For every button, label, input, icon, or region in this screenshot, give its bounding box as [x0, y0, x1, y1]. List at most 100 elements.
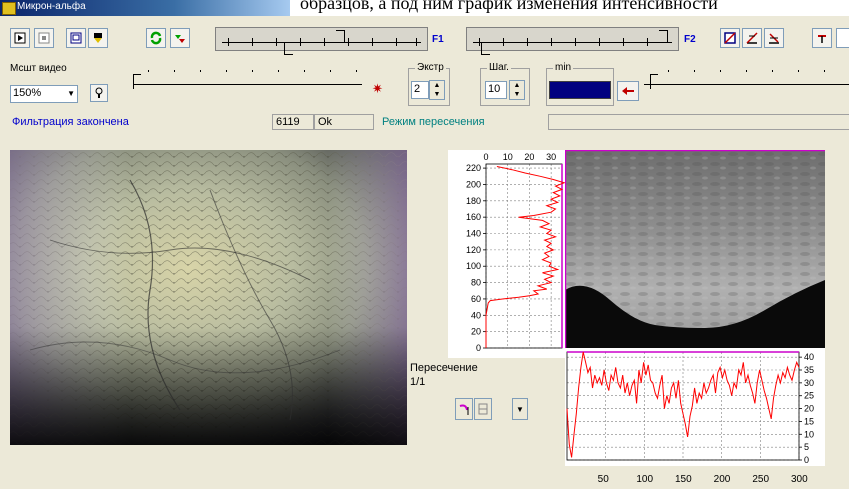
intersection-label: Пересечение — [410, 362, 478, 374]
play-icon — [14, 32, 26, 44]
vp-y-tick-label: 140 — [466, 229, 481, 239]
status-empty — [548, 114, 849, 130]
back-arrow-button[interactable] — [617, 81, 639, 101]
hp-x-tick-label: 100 — [636, 474, 654, 485]
stop-icon — [38, 32, 50, 44]
video-slider-thumb[interactable] — [133, 74, 141, 89]
hp-x-tick-label: 250 — [752, 474, 770, 485]
vp-y-tick-label: 120 — [466, 245, 481, 255]
save-image-button[interactable] — [88, 28, 108, 48]
vp-x-tick-label: 10 — [503, 152, 513, 162]
hp-x-tick-label: 50 — [597, 474, 609, 485]
marker-tool-button[interactable] — [812, 28, 832, 48]
vp-y-tick-label: 20 — [471, 327, 481, 337]
video-slider[interactable] — [128, 64, 368, 104]
f2-button[interactable]: F2 — [684, 34, 696, 45]
slider-f2[interactable] — [466, 27, 679, 55]
controls-panel: Мсшт видео 150% ▼ ✷ Экстр 2 ▲ ▼ Шаг. 10 ▲… — [0, 60, 849, 112]
horizontal-profile-grid — [567, 352, 800, 461]
vp-x-tick-label: 20 — [524, 152, 534, 162]
horizontal-profile-series — [566, 351, 800, 458]
vp-y-tick-label: 160 — [466, 212, 481, 222]
hp-y-tick-label: 10 — [804, 429, 814, 439]
scale-select[interactable]: 150% ▼ — [10, 85, 78, 103]
scale-value: 150% — [13, 87, 42, 99]
frame-button[interactable] — [66, 28, 86, 48]
vp-y-tick-label: 220 — [466, 163, 481, 173]
refresh-icon — [150, 31, 162, 45]
extr-title: Экстр — [415, 62, 446, 73]
title-bar[interactable]: Микрон-альфа — [0, 0, 290, 16]
refresh-button[interactable] — [146, 28, 166, 48]
hp-y-tick-label: 5 — [804, 442, 809, 452]
hp-x-tick-label: 200 — [713, 474, 731, 485]
f1-button[interactable]: F1 — [432, 34, 444, 45]
hp-x-tick-label: 300 — [791, 474, 808, 485]
sample-photo[interactable] — [10, 150, 407, 445]
frame-icon — [70, 32, 82, 44]
intersection-fraction: 1/1 — [410, 376, 426, 388]
vp-y-tick-label: 200 — [466, 179, 481, 189]
light-button[interactable] — [90, 84, 108, 102]
vp-frame — [485, 163, 563, 349]
bulb-icon — [95, 87, 103, 98]
vertical-profile-axes: 0 10 20 30 0 20 40 60 80 100 120 140 160 180 200 220 — [466, 152, 563, 353]
grayscale-crosssection-image[interactable] — [565, 150, 825, 348]
min-slider-thumb[interactable] — [650, 74, 658, 89]
save-arrow-icon — [94, 33, 102, 43]
slider-f1-thumb-bottom[interactable] — [284, 42, 293, 55]
min-title: min — [553, 62, 574, 73]
hp-y-tick-label: 35 — [804, 365, 814, 375]
step-title: Шаг. — [487, 62, 511, 73]
scale-label: Мсшт видео — [10, 63, 67, 74]
vp-y-tick-label: 60 — [471, 294, 481, 304]
document-text-fragment: образцов, а под ним график изменения инт… — [300, 0, 718, 13]
intersection-rotate-button[interactable] — [455, 398, 473, 420]
chevron-down-icon: ▼ — [516, 404, 524, 414]
step-group: Шаг. 10 ▲ ▼ — [480, 62, 530, 106]
status-ok: Ok — [314, 114, 374, 130]
status-count: 6119 — [272, 114, 314, 130]
vp-y-tick-label: 40 — [471, 310, 481, 320]
left-arrow-icon — [622, 87, 634, 95]
vp-x-tick-label: 0 — [483, 152, 488, 162]
play-button[interactable] — [10, 28, 30, 48]
hp-y-tick-label: 20 — [804, 404, 814, 414]
extr-spinner[interactable]: ▲ ▼ — [429, 80, 445, 100]
clear-crossed-button[interactable] — [720, 28, 740, 48]
extr-input[interactable]: 2 — [411, 81, 429, 99]
vertical-profile-grid — [485, 164, 562, 349]
horizontal-profile-chart: 0 5 10 15 20 25 30 35 40 — [565, 348, 825, 466]
slider-f2-thumb-top[interactable] — [659, 30, 668, 43]
rotate-arrow-icon — [459, 404, 469, 415]
hp-y-tick-label: 30 — [804, 378, 814, 388]
partial-field[interactable] — [836, 28, 849, 48]
intersection-grid-button[interactable] — [474, 398, 492, 420]
percent-tool-button[interactable] — [764, 28, 784, 48]
t-marker-icon — [818, 35, 826, 43]
horizontal-profile-axes: 0 5 10 15 20 25 30 35 40 — [566, 351, 814, 465]
step-input[interactable]: 10 — [485, 81, 507, 99]
sun-icon[interactable]: ✷ — [372, 81, 383, 96]
status-message: Фильтрация закончена — [12, 116, 129, 128]
stop-button[interactable] — [34, 28, 54, 48]
crossed-box-icon — [724, 32, 736, 44]
angle-icon — [746, 32, 758, 44]
hp-y-tick-label: 25 — [804, 391, 814, 401]
step-spinner[interactable]: ▲ ▼ — [509, 80, 525, 100]
window-title: Микрон-альфа — [17, 1, 86, 12]
min-color-box[interactable] — [549, 81, 611, 99]
slider-f2-thumb-bottom[interactable] — [481, 42, 490, 55]
toolbar: F1 F2 — [0, 16, 849, 60]
status-mode: Режим пересечения — [382, 116, 485, 128]
angle-tool-button[interactable] — [742, 28, 762, 48]
min-slider[interactable] — [640, 64, 849, 104]
vp-y-tick-label: 180 — [466, 196, 481, 206]
slider-f1[interactable] — [215, 27, 428, 55]
filter-icon — [175, 35, 185, 43]
slider-f1-thumb-top[interactable] — [336, 30, 345, 43]
extr-group: Экстр 2 ▲ ▼ — [408, 62, 450, 106]
filter-button[interactable] — [170, 28, 190, 48]
intersection-dropdown-button[interactable]: ▼ — [512, 398, 528, 420]
app-icon — [2, 2, 16, 15]
